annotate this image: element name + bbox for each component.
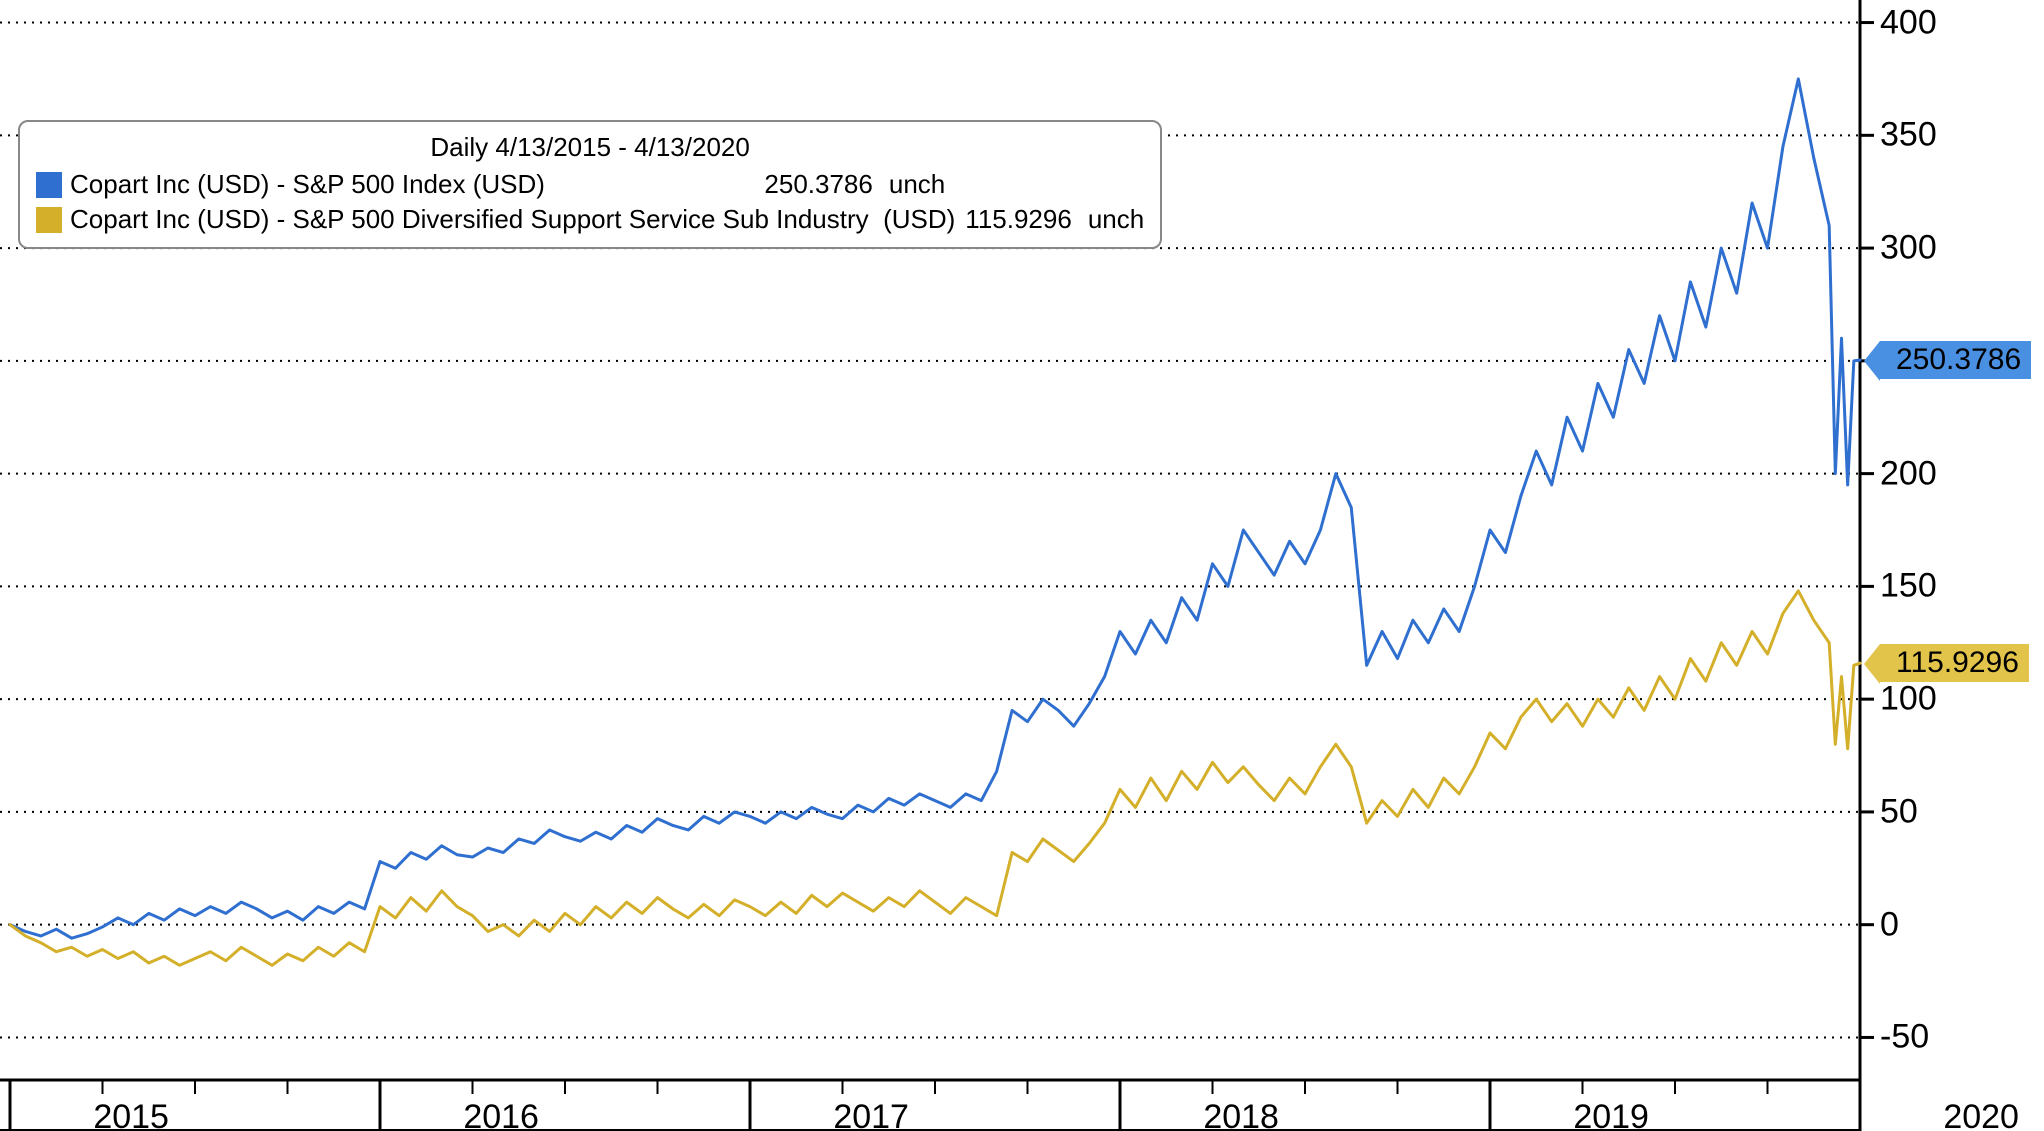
legend-title: Daily 4/13/2015 - 4/13/2020 — [36, 130, 1144, 165]
y-tick-label: -50 — [1880, 1018, 1929, 1057]
legend-series-value: 115.9296 — [965, 202, 1072, 237]
legend-swatch — [36, 172, 62, 198]
y-tick-label: 50 — [1880, 792, 1918, 831]
y-tick-label: 0 — [1880, 905, 1899, 944]
legend-row: Copart Inc (USD) - S&P 500 Diversified S… — [36, 202, 1144, 237]
x-year-label: 2017 — [833, 1098, 909, 1131]
y-tick-label: 350 — [1880, 116, 1937, 155]
y-tick-label: 100 — [1880, 680, 1937, 719]
legend-series-name: Copart Inc (USD) - S&P 500 Diversified S… — [70, 202, 955, 237]
chart-legend: Daily 4/13/2015 - 4/13/2020 Copart Inc (… — [18, 120, 1162, 249]
x-year-label: 2015 — [93, 1098, 169, 1131]
x-year-label: 2018 — [1203, 1098, 1279, 1131]
legend-series-value: 250.3786 — [764, 167, 872, 202]
y-tick-label: 200 — [1880, 454, 1937, 493]
financial-comparison-chart: Daily 4/13/2015 - 4/13/2020 Copart Inc (… — [0, 0, 2044, 1131]
legend-series-change: unch — [889, 167, 945, 202]
value-flag: 250.3786 — [1880, 341, 2031, 379]
legend-series-change: unch — [1088, 202, 1144, 237]
x-year-label: 2019 — [1573, 1098, 1649, 1131]
y-tick-label: 300 — [1880, 229, 1937, 268]
x-year-label: 2016 — [463, 1098, 539, 1131]
legend-swatch — [36, 207, 62, 233]
y-tick-label: 400 — [1880, 3, 1937, 42]
legend-series-name: Copart Inc (USD) - S&P 500 Index (USD) — [70, 167, 754, 202]
y-tick-label: 150 — [1880, 567, 1937, 606]
legend-row: Copart Inc (USD) - S&P 500 Index (USD) 2… — [36, 167, 1144, 202]
value-flag: 115.9296 — [1880, 644, 2029, 682]
x-year-label: 2020 — [1943, 1098, 2019, 1131]
